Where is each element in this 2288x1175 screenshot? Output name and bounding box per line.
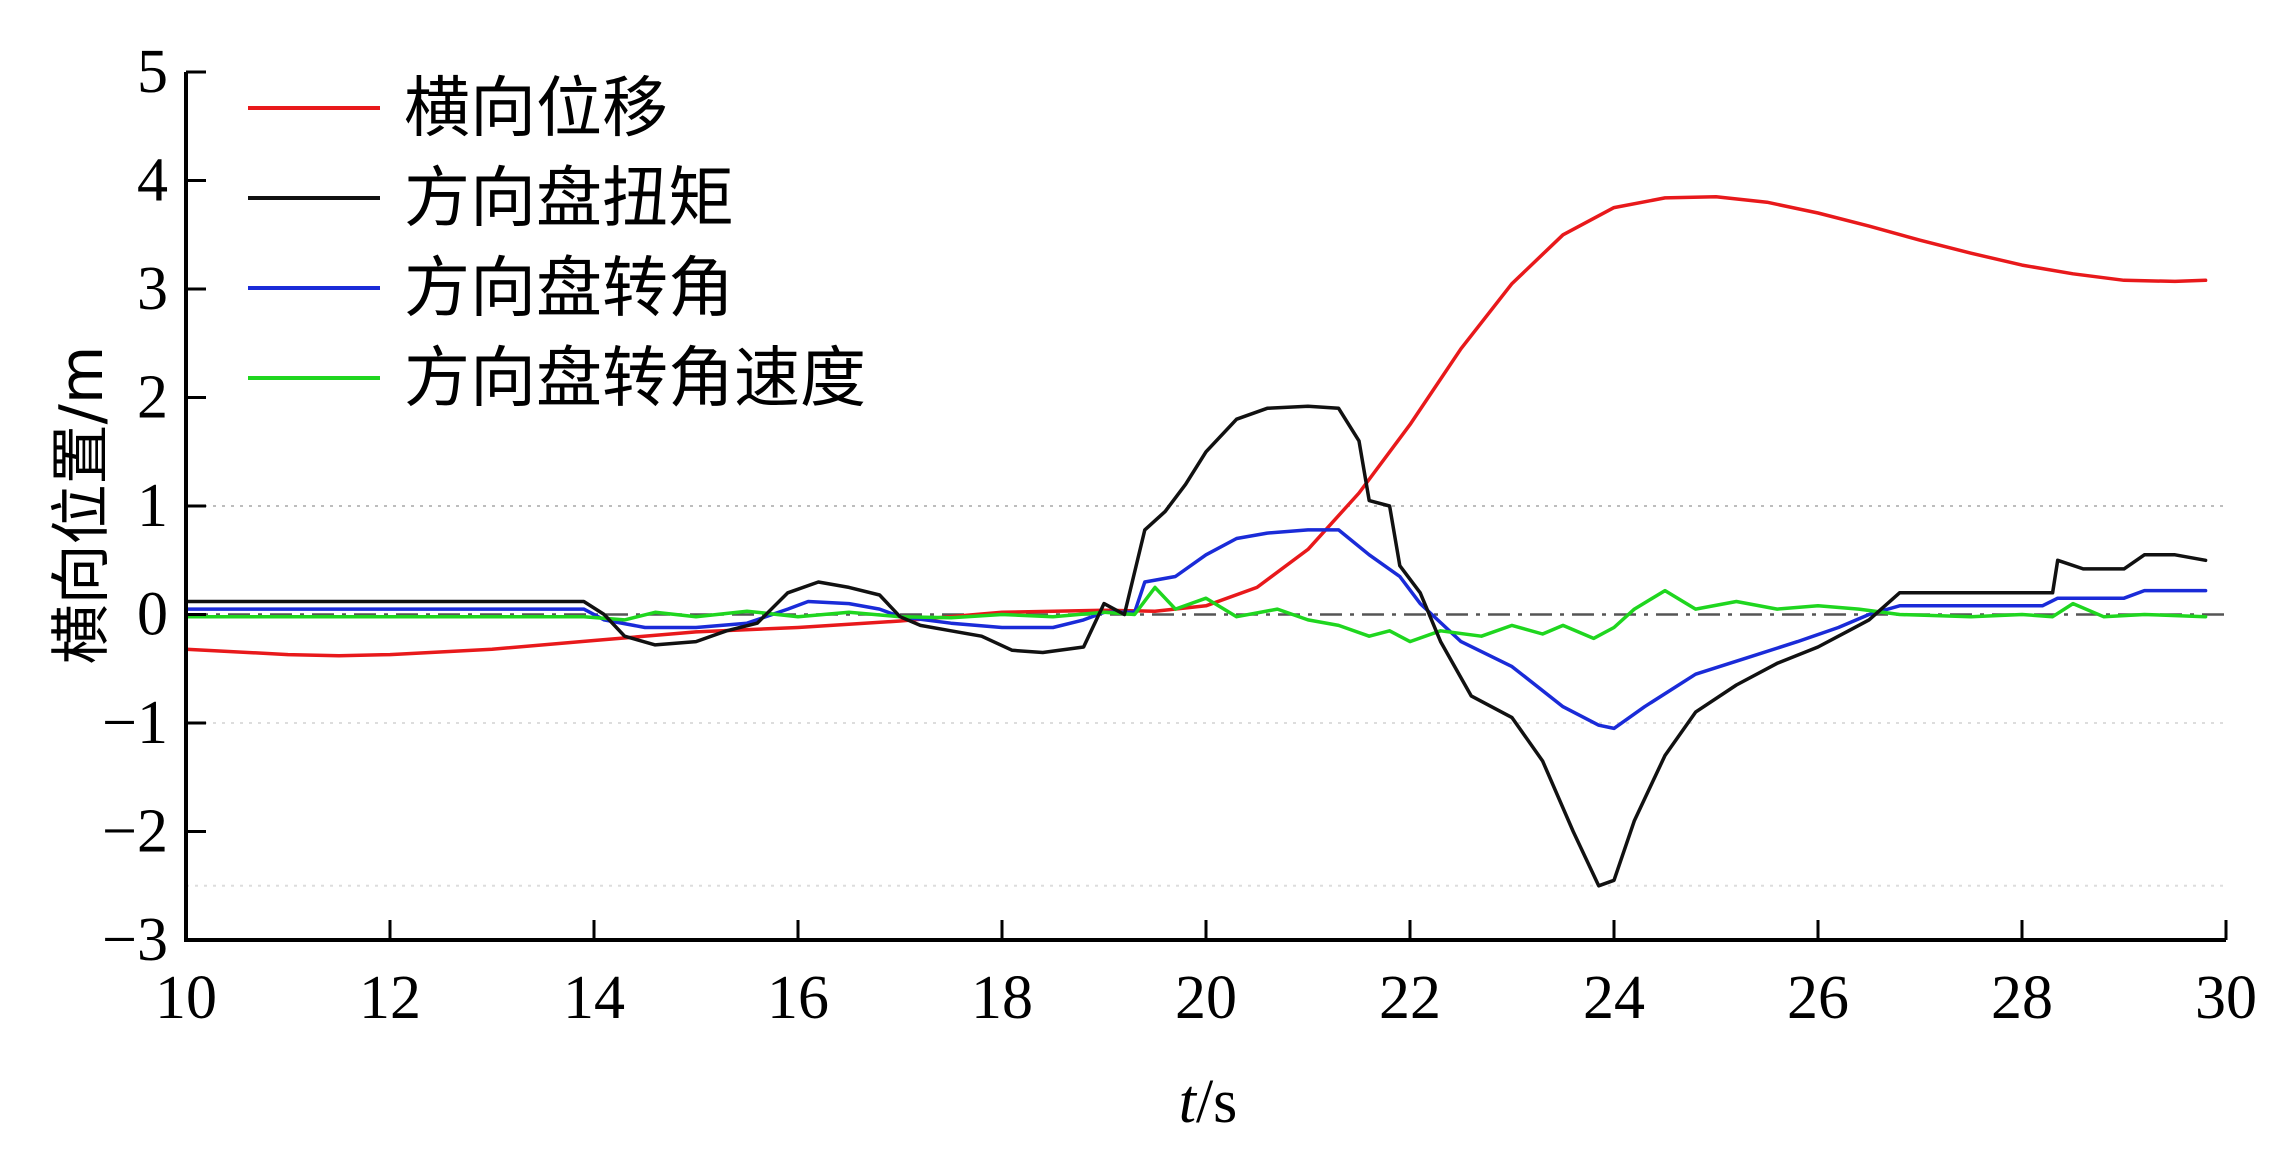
legend-label-1: 方向盘扭矩	[404, 160, 734, 237]
x-tick-label: 26	[1787, 964, 1849, 1032]
x-tick-label: 28	[1991, 964, 2053, 1032]
x-tick-label: 18	[971, 964, 1033, 1032]
series-lines	[184, 195, 2208, 888]
y-tick-label: 1	[137, 472, 168, 540]
x-axis-title-var: t	[1179, 1068, 1198, 1136]
y-tick-label: −1	[102, 689, 168, 757]
legend-label-0: 横向位移	[404, 70, 668, 147]
series-line-1	[184, 404, 2208, 888]
series-line-2	[184, 528, 2208, 731]
y-tick-label: 4	[137, 147, 168, 215]
x-tick-label: 10	[155, 964, 217, 1032]
y-tick-label: 2	[137, 364, 168, 432]
y-tick-label: 0	[137, 581, 168, 649]
x-tick-label: 16	[767, 964, 829, 1032]
x-tick-label: 12	[359, 964, 421, 1032]
x-axis-title-unit: /s	[1196, 1068, 1237, 1136]
legend-label-2: 方向盘转角	[404, 250, 734, 327]
x-tick-label: 22	[1379, 964, 1441, 1032]
x-tick-label: 14	[563, 964, 625, 1032]
legend-label-3: 方向盘转角速度	[404, 340, 866, 417]
reference-lines	[186, 505, 2226, 887]
y-tick-label: 3	[137, 255, 168, 323]
y-tick-label: −2	[102, 798, 168, 866]
x-tick-label: 20	[1175, 964, 1237, 1032]
x-tick-label: 30	[2195, 964, 2257, 1032]
y-tick-label: 5	[137, 38, 168, 106]
y-axis-title: 横向位置/m	[47, 346, 117, 665]
x-tick-label: 24	[1583, 964, 1645, 1032]
x-axis-title: t/s	[1179, 1068, 1238, 1136]
y-tick-label: −3	[102, 906, 168, 974]
